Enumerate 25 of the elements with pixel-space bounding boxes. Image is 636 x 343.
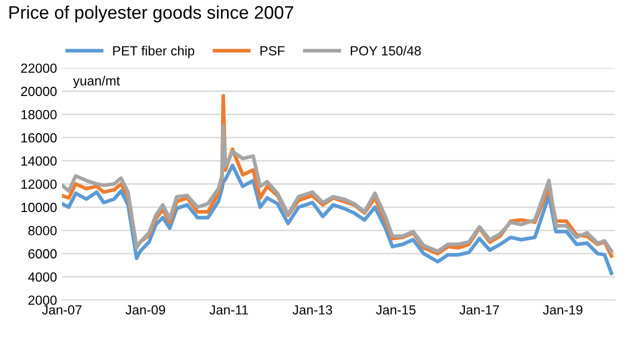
y-tick-label: 20000 (21, 86, 57, 96)
y-tick-label: 2000 (28, 296, 57, 305)
y-tick-label: 8000 (28, 226, 57, 236)
y-tick-label: 4000 (28, 272, 57, 282)
y-tick-label: 6000 (28, 249, 57, 259)
y-tick-label: 16000 (21, 133, 57, 143)
x-tick-label: Jan-15 (376, 305, 416, 315)
x-tick-label: Jan-07 (42, 305, 82, 315)
x-tick-label: Jan-19 (542, 305, 582, 315)
legend-label: PET fiber chip (113, 46, 194, 58)
y-tick-label: 14000 (21, 156, 57, 166)
y-tick-label: 22000 (21, 64, 57, 73)
chart-title: Price of polyester goods since 2007 (9, 6, 294, 22)
line-series (62, 164, 614, 276)
x-tick-label: Jan-09 (126, 305, 166, 315)
y-axis-title: yuan/mt (73, 76, 120, 88)
x-tick-label: Jan-13 (292, 305, 332, 315)
y-tick-label: 10000 (21, 202, 57, 212)
x-tick-label: Jan-17 (460, 305, 499, 315)
y-tick-label: 12000 (21, 180, 57, 189)
x-tick-label: Jan-11 (209, 305, 248, 315)
y-tick-label: 18000 (21, 110, 57, 120)
legend-label: PSF (260, 46, 285, 56)
line-series (62, 124, 614, 254)
legend-label: POY 150/48 (350, 46, 421, 56)
